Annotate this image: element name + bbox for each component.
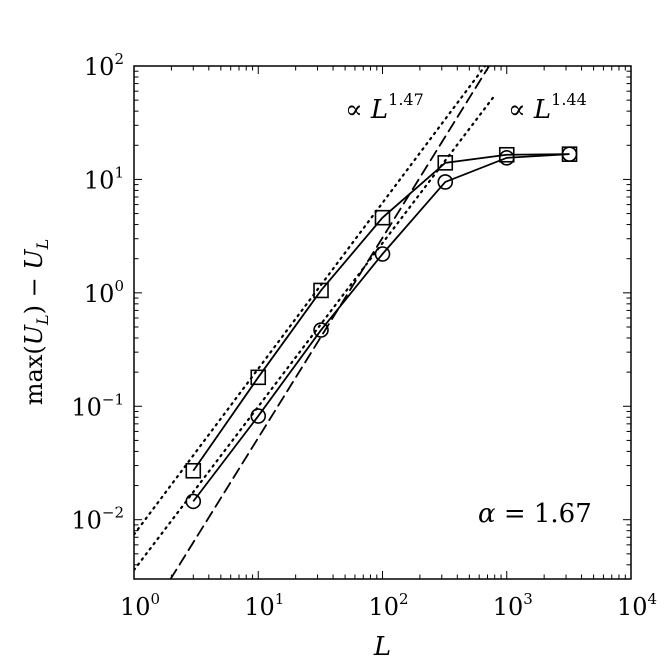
x-tick-label: 102 [368, 590, 408, 621]
annotation-1: ∝ L1.47 [345, 90, 424, 125]
reference-line-dashed [169, 66, 491, 579]
data-point-circle [561, 146, 578, 162]
x-tick-label: 100 [120, 590, 160, 621]
data-point-circle [437, 174, 454, 190]
data-point-square [313, 282, 329, 299]
series-line-circle [192, 153, 570, 502]
data-point-circle [498, 150, 515, 166]
data-point-circle [250, 408, 267, 424]
annotation-3: α = 1.67 [478, 499, 592, 529]
x-tick-label: 104 [617, 590, 657, 621]
y-tick-label: 101 [84, 163, 124, 194]
y-tick-label: 102 [84, 50, 124, 81]
x-tick-label: 103 [493, 590, 533, 621]
data-point-circle [313, 322, 329, 338]
data-point-square [250, 369, 267, 386]
annotation-2: ∝ L1.44 [508, 90, 587, 125]
markers-layer [185, 146, 578, 510]
data-point-square [374, 209, 391, 226]
plot-frame [133, 65, 632, 580]
data-point-circle [374, 246, 391, 262]
labels-layer: 100 101 102 103 104 10−2 10−1 100 101 102 Lmax(UL)… [20, 50, 657, 662]
y-axis-label: max(UL) − UL [20, 239, 52, 405]
x-axis-label: L [373, 632, 391, 662]
y-tick-label: 10−2 [71, 504, 124, 535]
data-point-square [437, 155, 454, 171]
x-tick-label: 101 [244, 590, 284, 621]
series-line-square [192, 153, 570, 472]
y-tick-label: 10−1 [71, 390, 124, 421]
data-point-square [185, 462, 202, 479]
data-point-circle [185, 493, 202, 510]
y-tick-label: 100 [84, 277, 124, 308]
